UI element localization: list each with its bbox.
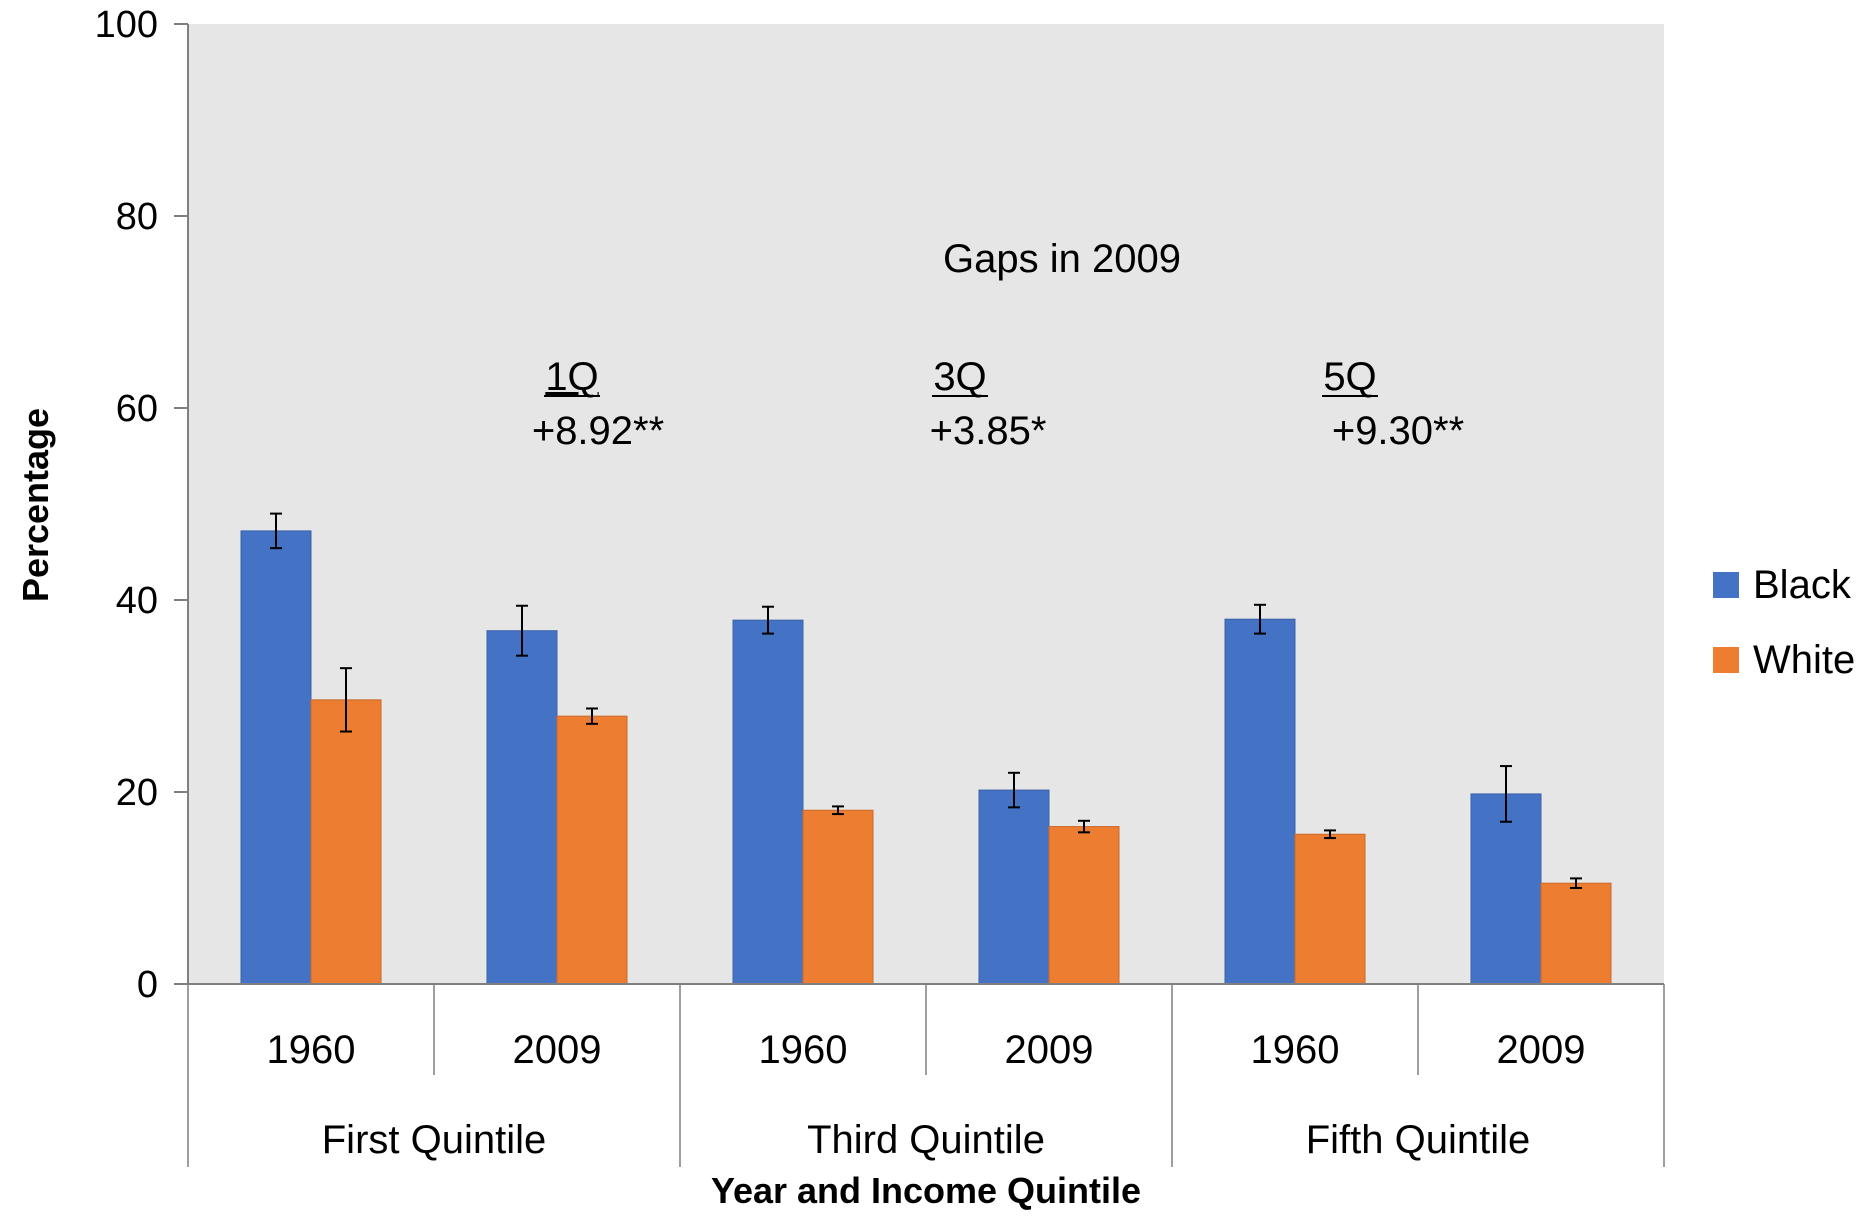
legend-swatch-black [1713, 572, 1739, 598]
legend-label-black: Black [1753, 563, 1852, 607]
gap-label-5q: 5Q [1323, 355, 1376, 399]
x-tick-label-year: 2009 [513, 1028, 602, 1072]
x-group-label: First Quintile [322, 1118, 547, 1162]
legend-swatch-white [1713, 647, 1739, 673]
x-tick-label-year: 1960 [1251, 1028, 1340, 1072]
bar-white [1294, 833, 1366, 985]
y-tick-label: 20 [116, 772, 158, 814]
x-axis: 1960 2009 1960 2009 1960 2009 First Quintile Th… [187, 983, 1665, 1167]
y-tick-label: 100 [95, 4, 158, 46]
bar-black [486, 630, 558, 985]
y-axis: 0 20 40 60 80 100 [95, 4, 189, 1006]
gap-label-1q: 1Q [545, 355, 598, 399]
y-tick-label: 40 [116, 580, 158, 622]
error-bars [270, 512, 1582, 889]
bar-black [1224, 618, 1296, 985]
x-axis-title: Year and Income Quintile [711, 1170, 1141, 1211]
legend-label-white: White [1753, 638, 1855, 682]
y-axis-title: Percentage [15, 408, 56, 602]
bar-black [978, 789, 1050, 985]
legend: Black White [1713, 563, 1855, 682]
plot-area [188, 24, 1664, 984]
y-tick-label: 0 [137, 964, 158, 1006]
gap-value-5q: +9.30** [1332, 409, 1464, 453]
y-tick-label: 60 [116, 388, 158, 430]
bar-white [1048, 826, 1120, 985]
gap-value-1q: +8.92** [532, 409, 664, 453]
bar-black [732, 619, 804, 985]
bar-white [310, 699, 382, 985]
x-tick-label-year: 1960 [759, 1028, 848, 1072]
gap-label-3q: 3Q [933, 355, 986, 399]
y-tick-label: 80 [116, 196, 158, 238]
bar-black [1470, 793, 1542, 985]
bar-white [556, 715, 628, 985]
x-tick-label-year: 2009 [1005, 1028, 1094, 1072]
bar-white [802, 809, 874, 985]
x-group-label: Fifth Quintile [1306, 1118, 1531, 1162]
x-group-label: Third Quintile [807, 1118, 1045, 1162]
x-tick-label-year: 1960 [267, 1028, 356, 1072]
x-tick-label-year: 2009 [1497, 1028, 1586, 1072]
bar-white [1540, 882, 1612, 985]
gap-value-3q: +3.85* [930, 409, 1047, 453]
bars [240, 530, 1612, 985]
bar-black [240, 530, 312, 985]
gaps-heading: Gaps in 2009 [943, 237, 1181, 281]
